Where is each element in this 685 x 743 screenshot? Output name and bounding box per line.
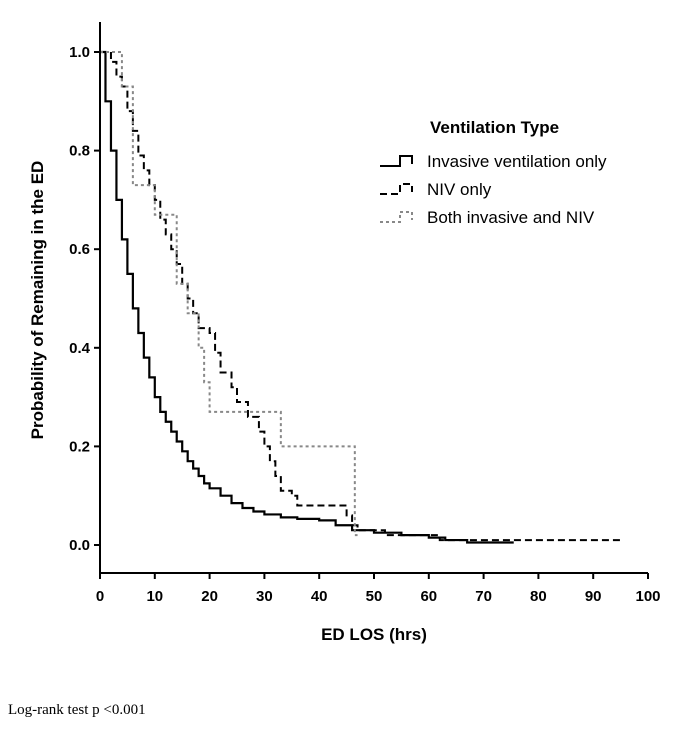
km-chart: 0 10 20 30 40 50 60 70 80 90 100 0.0 0.2 0.4 0.6 0.8 1.0…	[28, 22, 661, 644]
y-tick-label: 0.6	[69, 241, 90, 258]
series-group	[100, 50, 624, 544]
series-invasive-ventilation-only-line	[100, 50, 514, 544]
legend-label: Invasive ventilation only	[427, 152, 607, 171]
log-rank-footnote: Log-rank test p <0.001	[8, 702, 146, 718]
x-tick-label: 30	[256, 588, 273, 605]
x-tick-label: 80	[530, 588, 547, 605]
legend-label: Both invasive and NIV	[427, 208, 595, 227]
x-tick-label: 100	[635, 588, 660, 605]
legend-label: NIV only	[427, 180, 492, 199]
x-tick-label: 20	[201, 588, 218, 605]
x-tick-label: 90	[585, 588, 602, 605]
legend-swatch	[380, 183, 413, 195]
y-tick-label: 0.0	[69, 537, 90, 554]
y-tick-label: 0.4	[69, 340, 91, 357]
x-tick-label: 50	[366, 588, 383, 605]
y-axis-title: Probability of Remaining in the ED	[28, 161, 47, 440]
legend-swatch	[380, 211, 413, 223]
y-tick-label: 0.2	[69, 438, 90, 455]
axes: 0 10 20 30 40 50 60 70 80 90 100 0.0 0.2 0.4 0.6 0.8 1.0	[69, 22, 661, 605]
legend-swatch	[380, 155, 413, 167]
series-niv-only-line	[100, 51, 624, 542]
x-axis-title: ED LOS (hrs)	[321, 625, 427, 644]
x-tick-label: 60	[420, 588, 437, 605]
x-tick-label: 0	[96, 588, 104, 605]
y-tick-label: 1.0	[69, 44, 90, 61]
y-tick-label: 0.8	[69, 143, 90, 160]
x-tick-label: 10	[146, 588, 163, 605]
x-tick-label: 70	[475, 588, 492, 605]
x-tick-label: 40	[311, 588, 328, 605]
legend: Ventilation Type Invasive ventilation on…	[380, 118, 607, 227]
legend-title: Ventilation Type	[430, 118, 559, 137]
series-both-invasive-and-niv-line	[100, 51, 358, 537]
